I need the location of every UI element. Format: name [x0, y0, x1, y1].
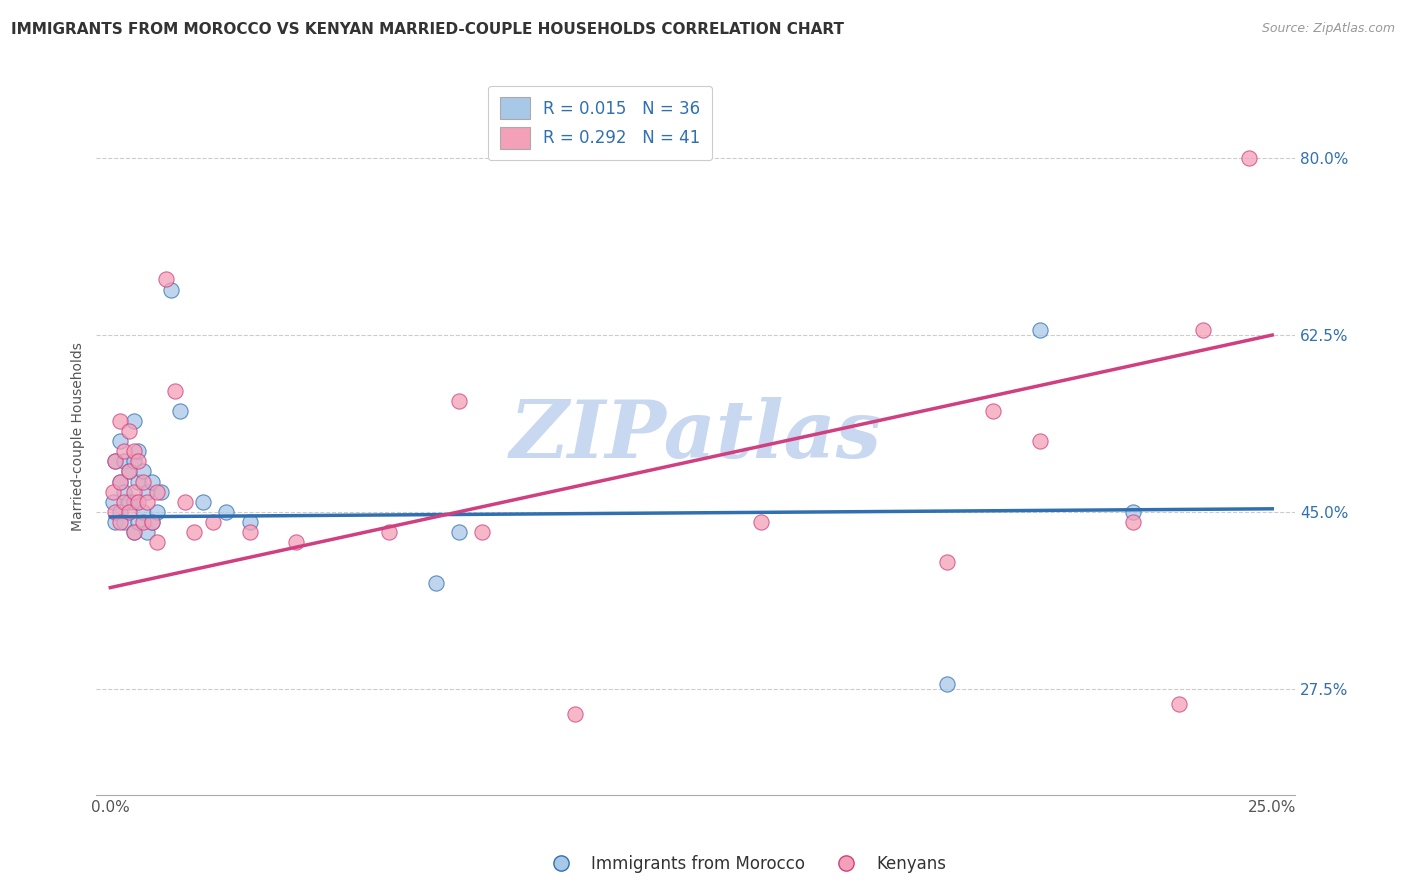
Text: IMMIGRANTS FROM MOROCCO VS KENYAN MARRIED-COUPLE HOUSEHOLDS CORRELATION CHART: IMMIGRANTS FROM MOROCCO VS KENYAN MARRIE…	[11, 22, 844, 37]
Text: ZIPatlas: ZIPatlas	[510, 397, 882, 475]
Point	[112, 444, 135, 458]
Point	[118, 505, 141, 519]
Point	[564, 706, 586, 721]
Point	[112, 454, 135, 468]
Point	[239, 524, 262, 539]
Point	[122, 494, 145, 508]
Point	[108, 434, 131, 449]
Point	[146, 535, 169, 549]
Point	[136, 494, 159, 508]
Point	[104, 515, 127, 529]
Point	[127, 454, 149, 468]
Point	[122, 524, 145, 539]
Point	[447, 393, 470, 408]
Point	[104, 505, 127, 519]
Point	[122, 484, 145, 499]
Legend: Immigrants from Morocco, Kenyans: Immigrants from Morocco, Kenyans	[537, 848, 953, 880]
Point	[101, 484, 124, 499]
Point	[201, 515, 224, 529]
Point	[1191, 323, 1213, 337]
Point	[1122, 505, 1144, 519]
Legend: R = 0.015   N = 36, R = 0.292   N = 41: R = 0.015 N = 36, R = 0.292 N = 41	[488, 86, 711, 161]
Point	[112, 484, 135, 499]
Point	[122, 454, 145, 468]
Point	[141, 515, 163, 529]
Point	[983, 404, 1005, 418]
Point	[173, 494, 195, 508]
Point	[108, 475, 131, 489]
Point	[285, 535, 308, 549]
Point	[169, 404, 191, 418]
Point	[127, 475, 149, 489]
Point	[1168, 697, 1191, 711]
Point	[104, 454, 127, 468]
Point	[935, 555, 957, 569]
Point	[108, 475, 131, 489]
Point	[155, 272, 177, 286]
Point	[141, 515, 163, 529]
Point	[122, 524, 145, 539]
Point	[118, 465, 141, 479]
Point	[112, 494, 135, 508]
Point	[132, 475, 155, 489]
Point	[239, 515, 262, 529]
Point	[104, 454, 127, 468]
Point	[108, 515, 131, 529]
Point	[425, 575, 447, 590]
Point	[132, 505, 155, 519]
Point	[122, 414, 145, 428]
Point	[1029, 434, 1052, 449]
Point	[935, 676, 957, 690]
Point	[150, 484, 173, 499]
Point	[132, 515, 155, 529]
Point	[193, 494, 215, 508]
Point	[101, 494, 124, 508]
Point	[127, 444, 149, 458]
Point	[112, 515, 135, 529]
Text: Source: ZipAtlas.com: Source: ZipAtlas.com	[1261, 22, 1395, 36]
Point	[159, 283, 181, 297]
Point	[127, 515, 149, 529]
Point	[146, 505, 169, 519]
Point	[122, 444, 145, 458]
Point	[1122, 515, 1144, 529]
Point	[108, 505, 131, 519]
Point	[1029, 323, 1052, 337]
Point	[146, 484, 169, 499]
Point	[165, 384, 187, 398]
Point	[118, 494, 141, 508]
Point	[471, 524, 494, 539]
Point	[1237, 151, 1260, 165]
Point	[136, 484, 159, 499]
Point	[183, 524, 205, 539]
Point	[118, 465, 141, 479]
Point	[132, 465, 155, 479]
Point	[378, 524, 401, 539]
Y-axis label: Married-couple Households: Married-couple Households	[72, 342, 86, 531]
Point	[141, 475, 163, 489]
Point	[108, 414, 131, 428]
Point	[215, 505, 238, 519]
Point	[127, 494, 149, 508]
Point	[136, 524, 159, 539]
Point	[447, 524, 470, 539]
Point	[118, 424, 141, 438]
Point	[749, 515, 772, 529]
